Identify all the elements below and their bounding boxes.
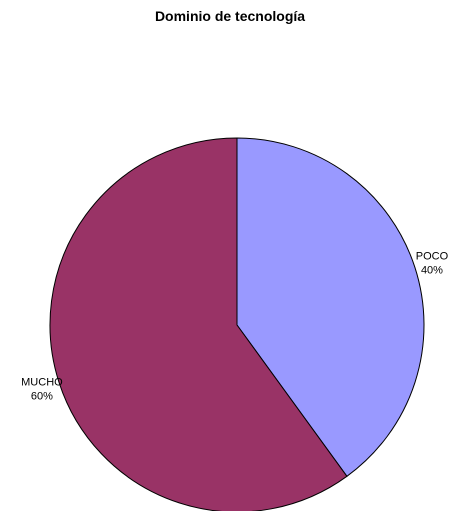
slice-percent-poco: 40%	[421, 265, 443, 277]
pie-slice-mucho	[49, 137, 348, 511]
pie-slice-poco	[236, 137, 425, 477]
slice-percent-mucho: 60%	[31, 391, 53, 403]
slice-label-poco: POCO	[416, 251, 449, 263]
slice-label-mucho: MUCHO	[21, 377, 63, 389]
chart-title: Dominio de tecnología	[154, 8, 306, 24]
